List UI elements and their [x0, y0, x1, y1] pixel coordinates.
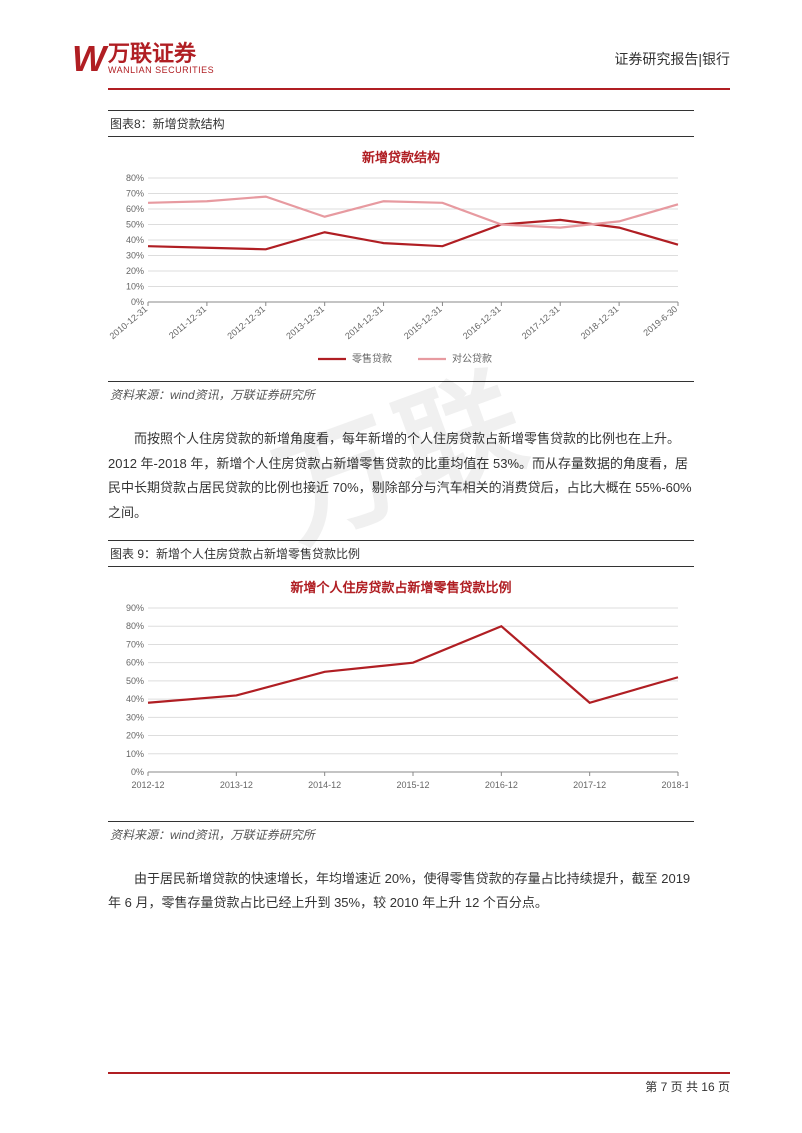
svg-text:10%: 10% [126, 749, 144, 759]
logo-en: WANLIAN SECURITIES [108, 65, 214, 75]
header-right: 证券研究报告|银行 [614, 49, 730, 69]
paragraph-1: 而按照个人住房贷款的新增角度看，每年新增的个人住房贷款占新增零售贷款的比例也在上… [108, 427, 694, 526]
svg-text:2019-6-30: 2019-6-30 [641, 304, 679, 338]
chart9-svg: 0% 10% 20% 30% 40% 50% 60% 70% 80% 90% 2012-12 2013… [108, 602, 688, 812]
svg-text:2011-12-31: 2011-12-31 [167, 304, 208, 341]
chart9-source: 资料来源：wind资讯，万联证券研究所 [108, 821, 694, 857]
svg-text:2012-12: 2012-12 [131, 780, 164, 790]
svg-text:40%: 40% [126, 235, 144, 245]
svg-text:2016-12-31: 2016-12-31 [461, 304, 503, 341]
svg-text:50%: 50% [126, 220, 144, 230]
chart9-caption: 图表 9：新增个人住房贷款占新增零售贷款比例 [108, 540, 694, 567]
page-header: W 万联证券 WANLIAN SECURITIES 证券研究报告|银行 [0, 0, 802, 88]
svg-text:2014-12: 2014-12 [308, 780, 341, 790]
svg-text:2013-12: 2013-12 [220, 780, 253, 790]
svg-text:60%: 60% [126, 657, 144, 667]
svg-text:20%: 20% [126, 266, 144, 276]
svg-text:2018-12-31: 2018-12-31 [579, 304, 621, 341]
content: 图表8：新增贷款结构 新增贷款结构 0% 10% 20% 30% 40% 50% 60% 70… [0, 90, 802, 916]
svg-text:2013-12-31: 2013-12-31 [284, 304, 326, 341]
chart8-source: 资料来源：wind资讯，万联证券研究所 [108, 381, 694, 417]
logo-mark: W [72, 38, 104, 80]
svg-text:30%: 30% [126, 251, 144, 261]
svg-text:30%: 30% [126, 712, 144, 722]
svg-text:2017-12: 2017-12 [573, 780, 606, 790]
svg-text:零售贷款: 零售贷款 [352, 352, 392, 365]
page: 万联 W 万联证券 WANLIAN SECURITIES 证券研究报告|银行 图… [0, 0, 802, 1133]
chart8-caption: 图表8：新增贷款结构 [108, 110, 694, 137]
svg-text:70%: 70% [126, 189, 144, 199]
svg-text:10%: 10% [126, 282, 144, 292]
svg-text:40%: 40% [126, 694, 144, 704]
logo-text: 万联证券 WANLIAN SECURITIES [108, 43, 214, 75]
svg-text:2017-12-31: 2017-12-31 [520, 304, 562, 341]
svg-text:80%: 80% [126, 173, 144, 183]
svg-text:70%: 70% [126, 639, 144, 649]
paragraph-2: 由于居民新增贷款的快速增长，年均增速近 20%，使得零售贷款的存量占比持续提升，… [108, 867, 694, 916]
svg-text:2016-12: 2016-12 [485, 780, 518, 790]
chart8-box: 新增贷款结构 0%10%20%30%40%50%60%70%80%2010-12… [108, 143, 694, 381]
chart8-svg: 0%10%20%30%40%50%60%70%80%2010-12-312011… [108, 172, 688, 372]
footer-divider [108, 1072, 730, 1074]
svg-text:2015-12: 2015-12 [396, 780, 429, 790]
svg-text:2012-12-31: 2012-12-31 [225, 304, 267, 341]
chart9-title: 新增个人住房贷款占新增零售贷款比例 [108, 577, 694, 596]
logo-cn: 万联证券 [108, 43, 214, 65]
svg-text:60%: 60% [126, 204, 144, 214]
svg-text:2014-12-31: 2014-12-31 [343, 304, 385, 341]
chart9-box: 新增个人住房贷款占新增零售贷款比例 0% 10% 20% 30% 40% 50% 60% 70… [108, 573, 694, 821]
svg-text:2015-12-31: 2015-12-31 [402, 304, 444, 341]
svg-text:50%: 50% [126, 676, 144, 686]
svg-text:90%: 90% [126, 603, 144, 613]
svg-text:2018-12: 2018-12 [661, 780, 688, 790]
chart8-title: 新增贷款结构 [108, 147, 694, 166]
logo: W 万联证券 WANLIAN SECURITIES [72, 38, 214, 80]
svg-text:20%: 20% [126, 730, 144, 740]
footer-page: 第 7 页 共 16 页 [108, 1078, 730, 1095]
svg-text:对公贷款: 对公贷款 [452, 352, 492, 365]
svg-text:80%: 80% [126, 621, 144, 631]
svg-text:0%: 0% [131, 767, 144, 777]
svg-text:2010-12-31: 2010-12-31 [108, 304, 149, 341]
page-footer: 第 7 页 共 16 页 [108, 1072, 730, 1095]
